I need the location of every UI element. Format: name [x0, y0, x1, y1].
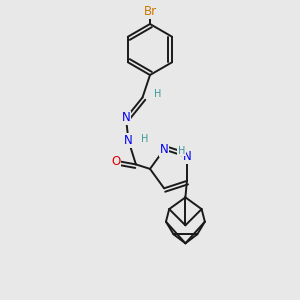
Text: O: O [111, 155, 120, 168]
Text: H: H [154, 89, 162, 99]
Text: H: H [141, 134, 148, 144]
Text: N: N [160, 143, 169, 156]
Text: N: N [124, 134, 133, 147]
Text: Br: Br [143, 5, 157, 18]
Text: N: N [122, 111, 130, 124]
Text: H: H [178, 146, 185, 156]
Text: N: N [182, 150, 191, 164]
